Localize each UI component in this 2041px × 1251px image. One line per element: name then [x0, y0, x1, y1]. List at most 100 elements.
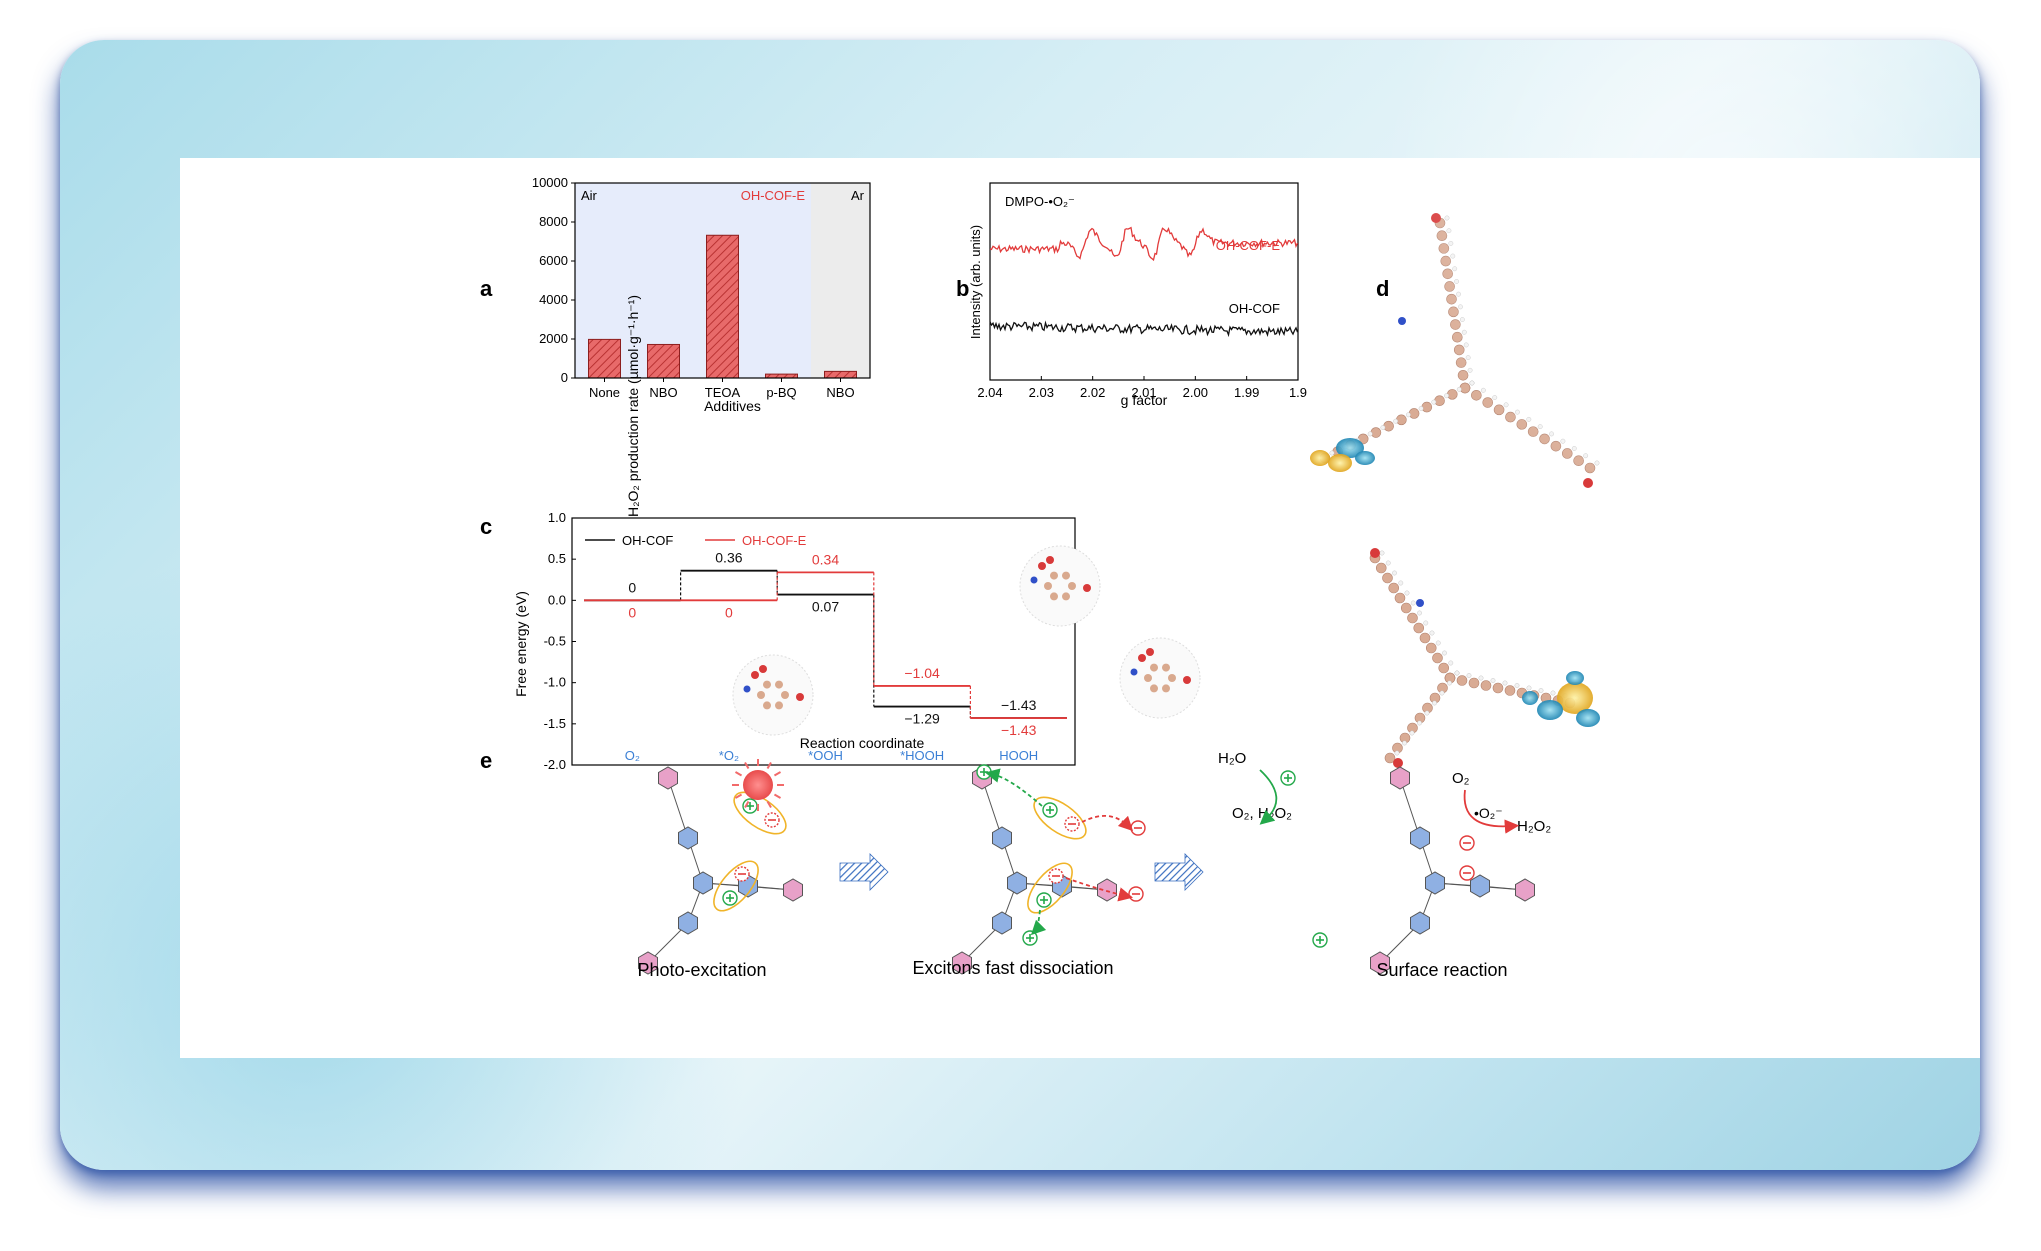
d1-orbital-1 [1328, 454, 1352, 472]
caption-surface-reaction: Surface reaction [1376, 960, 1507, 980]
d2-atom-0-7 [1413, 622, 1425, 634]
d2-atom-0-5 [1400, 602, 1412, 614]
c-inset-oxygen2-2 [1146, 648, 1154, 656]
d2-h-1-3 [1490, 678, 1496, 683]
d1-h-1-0 [1469, 380, 1475, 386]
x-tick-label-0: None [589, 385, 620, 400]
panel-a-region-ar: Ar [851, 188, 865, 203]
s2-electron-arrow-2 [1065, 877, 1134, 902]
d2-oxygen-bottom [1393, 758, 1403, 768]
c-inset-atom-0-4 [763, 680, 771, 689]
d1-orbital-0 [1336, 438, 1364, 458]
d2-h-2-5 [1417, 720, 1422, 726]
d1-atom-2-0 [1459, 382, 1471, 394]
c-inset-atom-2-2 [1150, 684, 1158, 693]
c-inset-nitrogen-1 [1030, 576, 1038, 584]
reaction-label-h2o2: H₂O₂ [1517, 818, 1551, 835]
d1-atom-1-0 [1459, 382, 1471, 394]
panel-a-y-axis-label: H₂O₂ production rate (µmol·g⁻¹·h⁻¹) [625, 295, 641, 517]
s2-exciton-ellipse-2 [1027, 862, 1073, 914]
c-molecule-inset-1 [1019, 545, 1101, 627]
s3-ring-4 [1515, 878, 1535, 902]
d1-h-2-0 [1469, 380, 1475, 386]
d2-atom-0-2 [1382, 572, 1393, 584]
d1-atom-0-10 [1453, 344, 1465, 356]
caption-photo-excitation: Photo-excitation [637, 960, 766, 980]
panel-d-molecular-orbitals: d [1310, 213, 1600, 768]
d1-h-0-13 [1469, 380, 1475, 386]
d1-h-0-0 [1444, 215, 1450, 221]
c-category-1: *O₂ [719, 748, 739, 763]
c-data-label-1-2: 0.34 [812, 551, 839, 567]
b-x-tick-label-3: 2.01 [1131, 385, 1156, 400]
s2-ring-4 [1097, 878, 1117, 902]
d1-h-1-5 [1526, 416, 1532, 422]
d1-atom-2-2 [1434, 395, 1445, 407]
c-inset-oxygen-1 [1038, 562, 1046, 570]
d1-h-1-8 [1560, 438, 1566, 444]
d1-atom-0-11 [1455, 357, 1467, 368]
x-tick-label-3: p-BQ [766, 385, 796, 400]
panel-a-region-air: Air [581, 188, 598, 203]
d1-atom-1-7 [1539, 433, 1550, 445]
y-tick-label-5: 10000 [532, 175, 568, 190]
b-x-tick-label-5: 1.99 [1234, 385, 1259, 400]
scheme-arrow-1 [839, 853, 889, 891]
y-tick-label-3: 6000 [539, 253, 568, 268]
d1-atom-1-9 [1561, 448, 1573, 459]
water-oxidation-arrow [1259, 769, 1278, 825]
d2-atom-0-9 [1425, 642, 1437, 654]
c-y-tick-label-3: -0.5 [544, 634, 566, 649]
s2-hole-arrow-2 [1030, 909, 1047, 936]
c-inset-oxygen-0 [751, 671, 759, 679]
c-y-tick-label-0: 1.0 [548, 510, 566, 525]
c-molecule-inset-2 [1119, 637, 1201, 719]
panel-b-series-oh-cof [989, 320, 1299, 338]
c-data-label-1-3: −1.04 [904, 665, 940, 681]
sun-ray-2 [766, 800, 772, 809]
d1-h-1-6 [1537, 424, 1543, 430]
y-tick-label-2: 4000 [539, 292, 568, 307]
reaction-label-o2: O₂ [1452, 770, 1470, 787]
c-inset-atom-1-2 [1050, 592, 1058, 601]
s1-ring-6 [638, 951, 658, 975]
panel-label-c: c [480, 514, 492, 539]
c-y-tick-label-5: -1.5 [544, 716, 566, 731]
sun-ray-11 [773, 771, 782, 777]
scheme-structure-photo-excitation [638, 766, 803, 975]
d2-h-2-7 [1402, 740, 1407, 746]
d2-orbital-3 [1522, 691, 1538, 705]
d2-atom-1-4 [1492, 682, 1504, 694]
d2-h-0-5 [1410, 600, 1416, 606]
d2-h-0-8 [1429, 630, 1435, 636]
d1-h-2-6 [1393, 418, 1399, 424]
d1-oxygen-top [1431, 213, 1441, 223]
s2-ring-2 [1007, 871, 1027, 895]
c-inset-atom-2-4 [1150, 663, 1158, 672]
d1-h-0-12 [1467, 367, 1473, 373]
d1-atom-1-10 [1573, 455, 1584, 467]
c-inset-hydroxyl-2 [1183, 676, 1191, 684]
sun-ray-8 [744, 761, 750, 770]
c-y-tick-label-1: 0.5 [548, 551, 566, 566]
d1-atom-0-2 [1438, 243, 1450, 254]
d2-atom-1-2 [1468, 677, 1480, 689]
c-inset-atom-0-1 [775, 701, 783, 710]
c-inset-atom-0-2 [763, 701, 771, 710]
d2-atom-0-4 [1394, 592, 1406, 604]
d2-orbital-2 [1576, 709, 1600, 727]
c-data-label-1-0: 0 [628, 604, 636, 620]
panel-a-region-sample: OH-COF-E [741, 188, 806, 203]
d1-h-2-2 [1444, 393, 1449, 399]
d2-h-0-1 [1385, 560, 1391, 566]
d2-h-0-0 [1379, 550, 1385, 556]
d1-atom-0-6 [1446, 293, 1457, 305]
s2-ring-6 [952, 951, 972, 975]
b-x-tick-label-6: 1.9 [1289, 385, 1307, 400]
d2-h-2-1 [1447, 680, 1452, 686]
d1-atom-0-3 [1440, 255, 1452, 267]
c-data-label-1-4: −1.43 [1001, 722, 1037, 738]
panel-b-plot-frame [989, 182, 1299, 381]
panel-c-legend: OH-COF OH-COF-E [585, 533, 807, 548]
s1-bond-0 [667, 777, 689, 839]
